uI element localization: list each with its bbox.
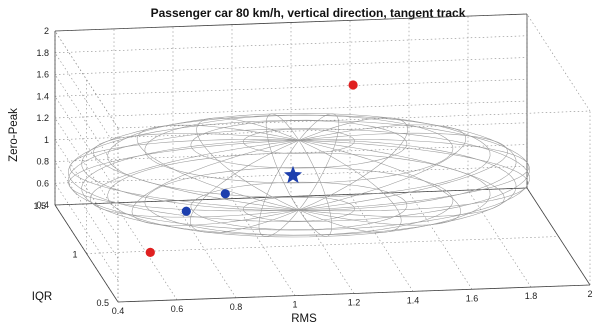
ellipsoid-parallel bbox=[68, 119, 530, 222]
ellipsoid-meridian bbox=[136, 124, 299, 211]
axis-box-edge bbox=[54, 30, 119, 129]
data-point bbox=[145, 247, 155, 257]
ellipsoid-meridian bbox=[298, 140, 332, 237]
left-wall-gridline bbox=[54, 183, 119, 281]
ellipsoid-meridian bbox=[298, 117, 408, 211]
ellipsoid-meridian bbox=[69, 139, 299, 211]
x-tick-label: 2 bbox=[587, 289, 592, 299]
data-point bbox=[348, 80, 358, 90]
y-tick-label: 1.5 bbox=[33, 201, 46, 211]
left-wall-gridline bbox=[54, 96, 119, 194]
ellipsoid-meridian bbox=[298, 132, 508, 211]
ellipsoid-parallel bbox=[81, 139, 517, 236]
ellipsoid-meridian bbox=[189, 140, 300, 233]
back-wall-gridline bbox=[54, 35, 528, 54]
y-axis-label: IQR bbox=[32, 291, 52, 303]
axis-box-edge bbox=[117, 284, 591, 303]
ellipsoid-parallel bbox=[144, 114, 454, 184]
ellipsoid-meridian bbox=[258, 140, 300, 237]
floor-gridline bbox=[290, 196, 355, 294]
axis-box-edge bbox=[526, 13, 591, 112]
z-tick-label: 1.4 bbox=[36, 91, 49, 101]
left-wall-gridline bbox=[54, 52, 119, 150]
ellipsoid-meridian bbox=[298, 140, 461, 226]
z-tick-label: 1 bbox=[44, 135, 49, 145]
axis-box-edge bbox=[54, 13, 528, 32]
axis-box-edge bbox=[526, 187, 591, 286]
data-point bbox=[181, 206, 191, 216]
ellipsoid-parallel bbox=[190, 120, 408, 169]
axis-box-edge bbox=[54, 204, 119, 303]
z-axis-label: Zero-Peak bbox=[8, 108, 20, 162]
x-tick-label: 0.8 bbox=[230, 302, 243, 312]
y-tick-label: 0.5 bbox=[96, 298, 109, 308]
ellipsoid-meridian bbox=[298, 124, 467, 211]
data-point bbox=[220, 189, 230, 199]
floor-gridline bbox=[467, 189, 532, 288]
ellipsoid-parallel bbox=[243, 196, 355, 222]
floor-gridline bbox=[86, 236, 559, 254]
left-wall-gridline bbox=[54, 117, 119, 216]
ellipsoid-parallel bbox=[107, 113, 491, 198]
x-tick-label: 0.4 bbox=[112, 306, 125, 316]
back-wall-gridline bbox=[54, 78, 528, 97]
floor-gridline bbox=[113, 202, 178, 301]
floor-gridline bbox=[408, 192, 473, 290]
ellipsoid-mesh bbox=[68, 113, 530, 238]
z-tick-label: 1.2 bbox=[36, 113, 49, 123]
left-wall-gridline bbox=[54, 161, 119, 259]
ellipsoid-parallel bbox=[190, 181, 408, 230]
ellipsoid-parallel bbox=[107, 152, 491, 238]
z-tick-label: 1.8 bbox=[36, 48, 49, 58]
ellipsoid-meridian bbox=[265, 113, 300, 211]
data-points bbox=[145, 80, 358, 257]
ellipsoid-meridian bbox=[298, 140, 505, 218]
ellipsoid-meridian bbox=[93, 133, 299, 211]
x-tick-label: 1.2 bbox=[348, 298, 361, 308]
y-tick-label: 1 bbox=[72, 250, 77, 260]
chart-title: Passenger car 80 km/h, vertical directio… bbox=[151, 6, 466, 20]
x-tick-label: 1 bbox=[292, 300, 297, 310]
back-wall-gridline bbox=[54, 122, 528, 141]
x-tick-label: 1.6 bbox=[466, 293, 479, 303]
x-tick-label: 0.6 bbox=[171, 304, 184, 314]
back-wall-gridline bbox=[54, 57, 528, 75]
tick-labels: 0.4 0.6 0.8 1 1.2 1.4 1.6 1.8 20.511.50.40.60.81… bbox=[33, 26, 592, 316]
data-point-star bbox=[283, 165, 303, 184]
z-tick-label: 1.6 bbox=[36, 70, 49, 80]
z-tick-label: 0.4 bbox=[36, 200, 49, 210]
ellipsoid-parallel bbox=[144, 167, 454, 236]
left-wall-gridline bbox=[54, 139, 119, 237]
axis-box-edge bbox=[117, 110, 591, 129]
z-tick-label: 0.6 bbox=[36, 178, 49, 188]
x-tick-label: 1.8 bbox=[525, 291, 538, 301]
x-axis-label: RMS bbox=[291, 313, 317, 325]
back-wall-gridline bbox=[54, 100, 528, 119]
ellipsoid-meridian bbox=[89, 140, 299, 218]
x-tick-label: 1.4 bbox=[407, 295, 420, 305]
z-tick-label: 2 bbox=[44, 26, 49, 36]
z-tick-label: 0.8 bbox=[36, 157, 49, 167]
ellipsoid-meridian bbox=[196, 117, 300, 211]
ellipsoid-parallel bbox=[81, 114, 517, 211]
ellipsoid-meridian bbox=[131, 140, 299, 226]
ellipsoid-meridian bbox=[298, 140, 529, 212]
ellipsoid-parallel bbox=[243, 128, 355, 154]
ellipsoid-meridian bbox=[298, 140, 402, 233]
left-wall-gridline bbox=[54, 74, 119, 172]
floor-gridline bbox=[349, 194, 414, 292]
ellipsoid-parallel bbox=[68, 128, 530, 231]
ellipsoid-meridian bbox=[298, 113, 340, 211]
